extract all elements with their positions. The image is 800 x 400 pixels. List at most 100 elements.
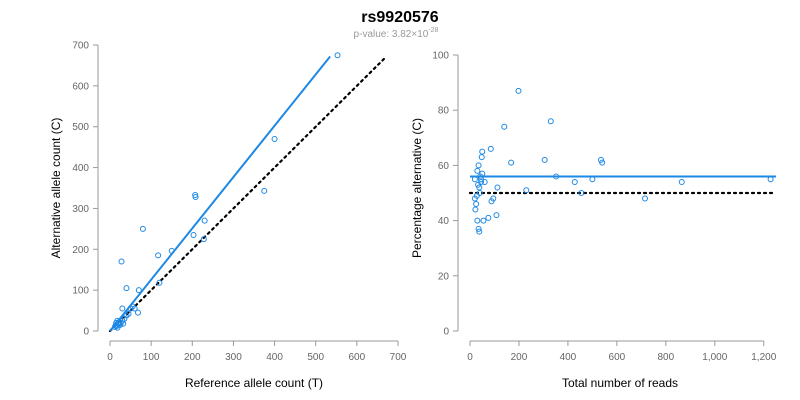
left-y-tick-label: 200 bbox=[72, 245, 89, 256]
left-x-tick-label: 400 bbox=[266, 352, 283, 363]
right-x-tick-label: 0 bbox=[467, 352, 473, 363]
right-data-point bbox=[678, 178, 685, 185]
left-y-tick-label: 500 bbox=[72, 122, 89, 133]
right-data-point bbox=[473, 201, 480, 208]
p-value-label: p-value: 3.82×10-28 bbox=[354, 27, 439, 40]
right-y-tick-label: 0 bbox=[443, 327, 449, 338]
left-x-tick-label: 500 bbox=[307, 352, 324, 363]
left-x-tick-label: 600 bbox=[349, 352, 366, 363]
left-x-tick-label: 200 bbox=[184, 352, 201, 363]
right-x-tick-label: 1,000 bbox=[702, 352, 727, 363]
right-data-point bbox=[475, 162, 482, 169]
left-data-point bbox=[190, 231, 197, 238]
right-data-point bbox=[508, 159, 515, 166]
right-data-point bbox=[642, 195, 649, 202]
right-data-point bbox=[478, 154, 485, 161]
left-panel: 0 100 200 300 400 500 600 700 0 100 200 300 400 500 6… bbox=[49, 41, 407, 391]
left-data-point bbox=[139, 225, 146, 232]
right-x-axis-label: Total number of reads bbox=[562, 376, 678, 390]
right-data-point bbox=[479, 148, 486, 155]
right-y-tick-label: 20 bbox=[438, 271, 450, 282]
left-fit-line bbox=[109, 55, 331, 332]
right-y-tick-label: 60 bbox=[438, 161, 450, 172]
right-x-tick-label: 600 bbox=[609, 352, 626, 363]
chart-title: rs9920576 bbox=[361, 9, 439, 26]
right-panel: 0 200 400 600 800 1,000 1,200 0 20 40 60 80 100 Tot… bbox=[410, 51, 778, 390]
p-value-text: p-value: 3.82×10 bbox=[354, 29, 429, 40]
right-data-point bbox=[571, 178, 578, 185]
left-data-point bbox=[116, 321, 123, 328]
left-y-tick-label: 100 bbox=[72, 286, 89, 297]
left-data-point bbox=[334, 52, 341, 59]
right-data-point bbox=[578, 190, 585, 196]
left-y-tick-label: 300 bbox=[72, 204, 89, 215]
right-data-point bbox=[597, 156, 604, 163]
p-value-exponent: -28 bbox=[428, 27, 438, 34]
right-data-point bbox=[488, 198, 495, 205]
right-data-point bbox=[493, 212, 500, 219]
right-y-axis: 0 20 40 60 80 100 bbox=[432, 51, 459, 338]
right-data-point bbox=[474, 217, 481, 224]
left-data-point bbox=[135, 287, 142, 294]
right-x-axis: 0 200 400 600 800 1,000 1,200 bbox=[467, 340, 777, 363]
right-data-point bbox=[476, 228, 483, 235]
right-data-point bbox=[541, 156, 548, 163]
right-y-tick-label: 40 bbox=[438, 216, 450, 227]
right-data-point bbox=[485, 214, 492, 221]
left-data-point bbox=[201, 217, 208, 224]
right-data-point bbox=[494, 184, 501, 191]
left-data-point bbox=[120, 320, 127, 327]
right-data-point bbox=[476, 184, 483, 191]
right-x-tick-label: 200 bbox=[511, 352, 528, 363]
left-data-point bbox=[134, 309, 141, 316]
left-data-point bbox=[261, 187, 268, 194]
right-plot-marks bbox=[468, 87, 778, 235]
right-y-tick-label: 80 bbox=[438, 106, 450, 117]
left-plot-marks bbox=[108, 52, 388, 333]
left-y-axis-label: Alternative allele count (C) bbox=[49, 118, 63, 259]
right-data-point bbox=[523, 187, 530, 194]
left-data-point bbox=[119, 305, 126, 312]
left-data-point bbox=[192, 193, 199, 200]
right-data-point bbox=[480, 217, 487, 224]
right-data-point bbox=[487, 145, 494, 152]
right-y-axis-label: Percentage alternative (C) bbox=[410, 118, 424, 258]
right-data-point bbox=[599, 159, 606, 166]
left-data-point bbox=[131, 305, 138, 312]
left-y-tick-label: 600 bbox=[72, 81, 89, 92]
right-x-tick-label: 1,200 bbox=[751, 352, 776, 363]
left-x-tick-label: 0 bbox=[107, 352, 113, 363]
right-data-point bbox=[471, 195, 478, 202]
left-x-axis: 0 100 200 300 400 500 600 700 bbox=[107, 340, 407, 363]
left-data-point bbox=[118, 258, 125, 265]
left-data-point bbox=[200, 236, 207, 243]
right-data-point bbox=[474, 167, 481, 174]
right-data-point bbox=[767, 176, 774, 183]
left-data-point bbox=[114, 324, 121, 331]
left-data-point bbox=[156, 279, 163, 286]
left-y-tick-label: 400 bbox=[72, 163, 89, 174]
left-x-axis-label: Reference allele count (T) bbox=[185, 376, 323, 390]
right-x-tick-label: 800 bbox=[657, 352, 674, 363]
right-y-tick-label: 100 bbox=[432, 51, 449, 62]
right-data-point bbox=[547, 118, 554, 125]
left-x-tick-label: 700 bbox=[390, 352, 407, 363]
left-data-point bbox=[271, 135, 278, 142]
right-data-point bbox=[475, 225, 482, 232]
left-data-point bbox=[155, 252, 162, 259]
right-x-tick-label: 400 bbox=[560, 352, 577, 363]
left-y-tick-label: 0 bbox=[83, 327, 89, 338]
left-y-axis: 0 100 200 300 400 500 600 700 bbox=[72, 41, 99, 338]
right-data-point bbox=[472, 206, 479, 213]
right-data-point bbox=[478, 178, 485, 185]
right-data-point bbox=[501, 123, 508, 130]
left-y-tick-label: 700 bbox=[72, 41, 89, 52]
left-x-tick-label: 300 bbox=[225, 352, 242, 363]
left-x-tick-label: 100 bbox=[143, 352, 160, 363]
right-data-point bbox=[589, 176, 596, 183]
left-reference-line bbox=[108, 55, 388, 333]
left-data-point bbox=[123, 285, 130, 292]
right-data-point bbox=[471, 176, 478, 183]
right-data-point bbox=[515, 87, 522, 94]
